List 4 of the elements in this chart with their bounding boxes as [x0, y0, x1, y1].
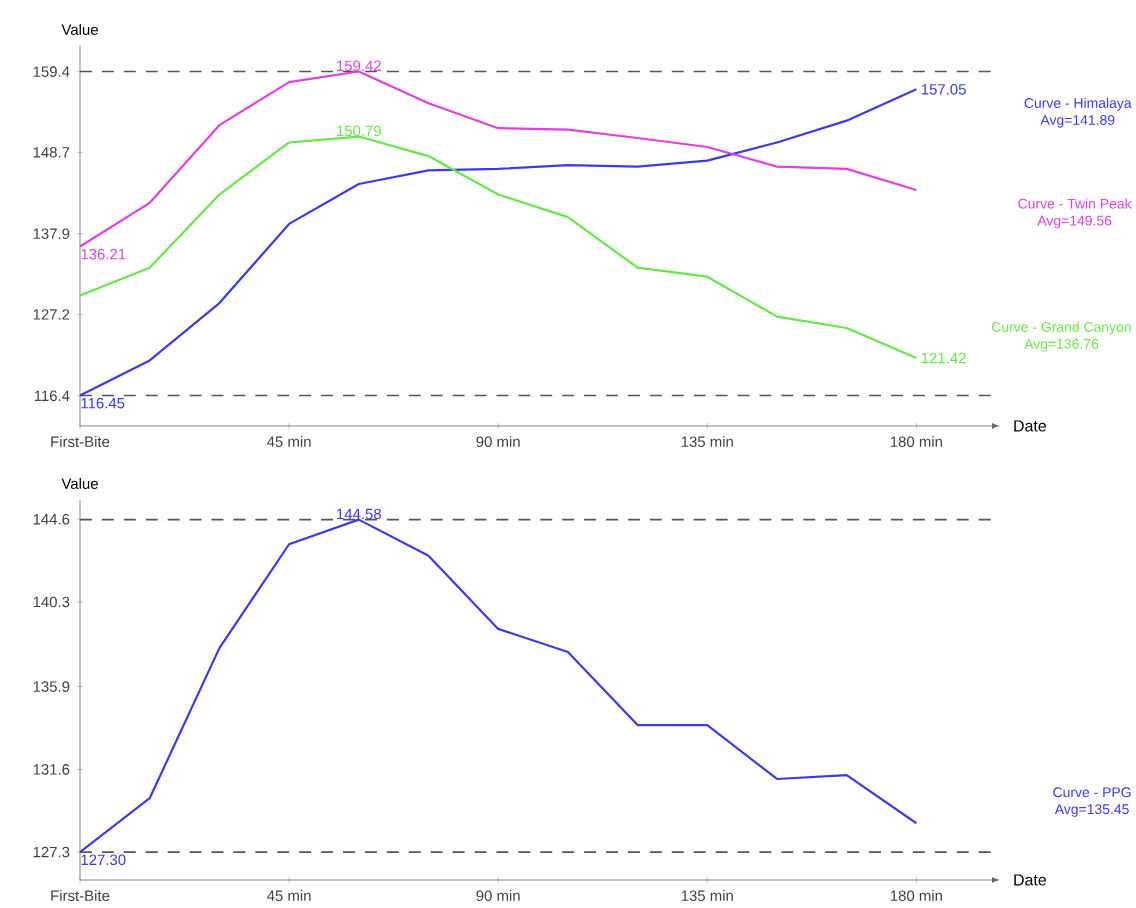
line-series: [78, 135, 918, 360]
line-series: [78, 518, 918, 854]
line-series: [78, 70, 918, 248]
line-series: [78, 88, 918, 397]
